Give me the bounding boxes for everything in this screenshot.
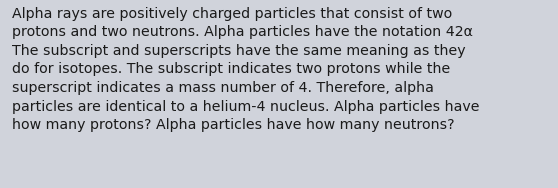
Text: Alpha rays are positively charged particles that consist of two
protons and two : Alpha rays are positively charged partic…: [12, 7, 480, 132]
